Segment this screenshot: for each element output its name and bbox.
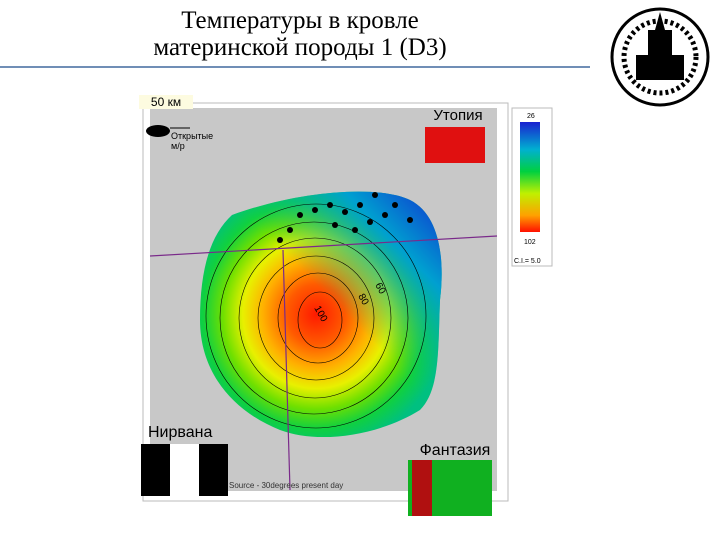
legend-label: Открытые <box>171 131 213 141</box>
field-dot <box>392 202 398 208</box>
colorbar <box>520 122 540 232</box>
legend-label: м/р <box>171 141 185 151</box>
legend-marker <box>146 125 170 137</box>
cold-edge <box>200 191 442 438</box>
contour-label: 60 <box>372 281 387 297</box>
flag-stripe <box>141 444 170 496</box>
title-line: Температуры в кровле <box>181 7 419 34</box>
utopia-flag <box>425 127 485 163</box>
field-dot <box>332 222 338 228</box>
contour <box>219 221 409 415</box>
field-dot <box>407 217 413 223</box>
flag-stripe <box>412 460 432 516</box>
field-dot <box>367 219 373 225</box>
region-label: Фантазия <box>420 442 491 459</box>
flag-stripe <box>199 444 228 496</box>
field-dot <box>277 237 283 243</box>
fields <box>277 192 413 243</box>
section-line <box>282 249 291 491</box>
field-dot <box>342 209 348 215</box>
colorbar-label: 26 <box>527 113 535 120</box>
region-label: Нирвана <box>148 424 212 441</box>
colorbar-label: 102 <box>524 239 536 246</box>
title-line: материнской породы 1 (D3) <box>153 34 446 61</box>
contour <box>238 237 392 399</box>
logo-spire <box>655 12 665 30</box>
contour <box>205 203 427 429</box>
contour <box>297 291 343 349</box>
field-dot <box>287 227 293 233</box>
field-dot <box>352 227 358 233</box>
field-dot <box>372 192 378 198</box>
colorbar-interval: C.I.= 5.0 <box>514 258 541 265</box>
field-dot <box>312 207 318 213</box>
region-label: Утопия <box>433 107 482 124</box>
contours <box>205 203 427 429</box>
contour-label: 80 <box>355 292 370 308</box>
scale-box <box>139 95 193 109</box>
field-dot <box>297 212 303 218</box>
nirvana-flag <box>141 444 228 496</box>
section-line <box>149 235 498 257</box>
field-dot <box>357 202 363 208</box>
field-dot <box>327 202 333 208</box>
contour <box>257 255 375 381</box>
field-dot <box>382 212 388 218</box>
contour <box>277 272 359 364</box>
scale-label: 50 км <box>151 95 181 109</box>
fantasia-flag <box>408 460 492 516</box>
logo <box>610 7 710 107</box>
source-note: Source - 30degrees present day <box>229 481 343 490</box>
logo-building <box>636 55 684 80</box>
